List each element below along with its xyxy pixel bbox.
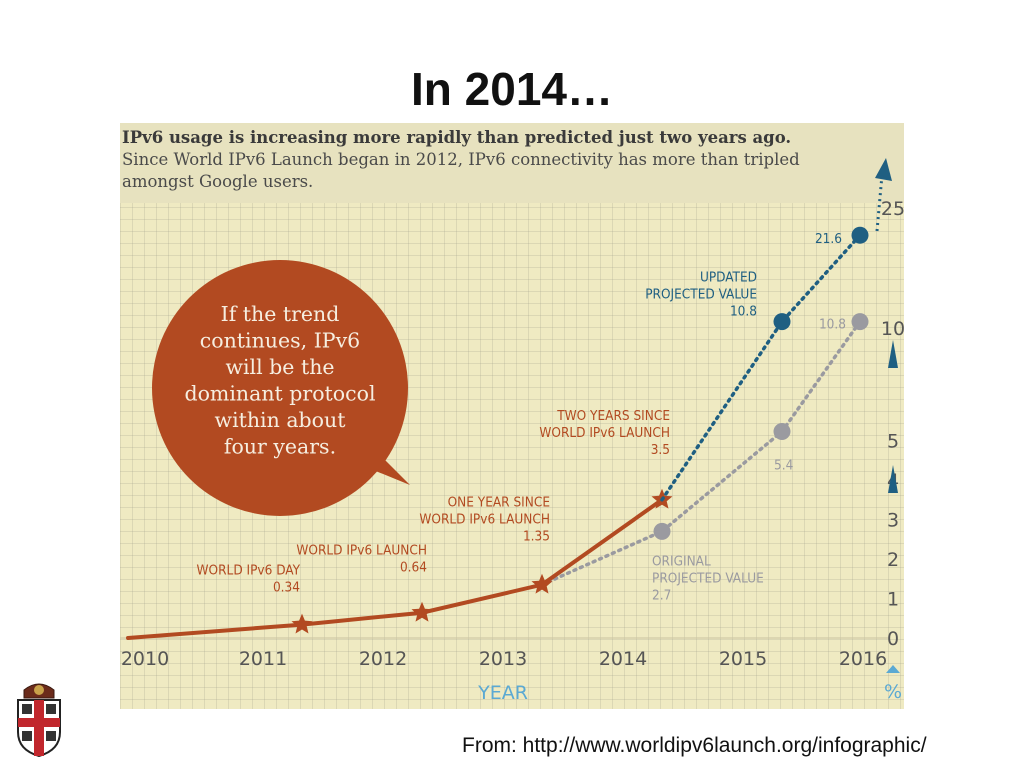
bubble-line: continues, IPv6: [200, 329, 360, 353]
data-label-actual: WORLD IPv6 DAY: [197, 563, 301, 579]
bubble-line: If the trend: [221, 302, 340, 326]
intro-text: IPv6 usage is increasing more rapidly th…: [122, 127, 842, 193]
y-tick-label: 5: [887, 431, 899, 453]
bubble-line: dominant protocol: [184, 382, 375, 406]
intro-rest: Since World IPv6 Launch began in 2012, I…: [122, 150, 800, 191]
data-point-original: [851, 313, 869, 331]
infographic: IPv6 usage is increasing more rapidly th…: [120, 123, 904, 709]
data-point-actual: [531, 573, 553, 594]
slide-title: In 2014…: [411, 63, 613, 115]
bubble-circle: [152, 260, 408, 516]
y-tick-label: 25: [881, 198, 904, 220]
data-label-updated: UPDATED: [700, 270, 757, 286]
data-label-original: 2.7: [652, 587, 671, 603]
data-label-actual: WORLD IPv6 LAUNCH: [296, 543, 427, 559]
data-point-actual: [291, 613, 313, 634]
data-point-updated: [773, 313, 791, 331]
data-label-original: ORIGINAL: [652, 553, 711, 569]
data-label-original: 5.4: [774, 458, 794, 474]
data-label-updated: 10.8: [730, 304, 757, 320]
data-label-actual: ONE YEAR SINCE: [448, 495, 550, 511]
x-tick-label: 2014: [599, 648, 647, 670]
y-tick-label: 0: [887, 628, 899, 650]
x-tick-label: 2012: [359, 648, 407, 670]
data-label-actual: 3.5: [651, 442, 670, 458]
axes: 2010201120122013201420152016YEAR01234510…: [120, 158, 904, 704]
bubble-line: four years.: [224, 435, 336, 459]
y-tick-label: 3: [887, 510, 899, 532]
axis-break-arrow: [886, 665, 900, 673]
data-label-updated: 21.6: [815, 231, 842, 247]
y-axis-label: %: [884, 681, 902, 703]
data-label-actual: WORLD IPv6 LAUNCH: [419, 512, 550, 528]
intro-bold: IPv6 usage is increasing more rapidly th…: [122, 128, 792, 147]
series: [126, 226, 869, 640]
x-tick-label: 2015: [719, 648, 767, 670]
data-label-original: 10.8: [819, 317, 846, 333]
data-label-actual: 1.35: [523, 529, 550, 545]
axis-break-arrow: [888, 340, 898, 368]
header-band: [120, 123, 904, 203]
x-tick-label: 2011: [239, 648, 287, 670]
y-tick-label: 1: [887, 589, 899, 611]
x-tick-label: 2010: [121, 648, 169, 670]
data-label-actual: TWO YEARS SINCE: [556, 408, 670, 424]
trend-arrow-head: [875, 158, 892, 181]
source-citation: From: http://www.worldipv6launch.org/inf…: [462, 734, 927, 757]
bubble-line: within about: [215, 408, 347, 432]
data-point-updated: [851, 226, 869, 244]
data-label-updated: PROJECTED VALUE: [645, 287, 757, 303]
bubble-line: will be the: [225, 355, 334, 379]
series-line-original: [540, 319, 862, 587]
data-label-actual: WORLD IPv6 LAUNCH: [539, 425, 670, 441]
data-point-original: [653, 522, 671, 540]
university-shield-logo: [17, 683, 61, 758]
y-tick-label: 10: [881, 318, 904, 340]
axis-break-arrow: [888, 465, 898, 493]
series-line-updated: [660, 233, 862, 502]
y-tick-label: 2: [887, 549, 899, 571]
x-axis-label: YEAR: [477, 682, 528, 704]
x-tick-label: 2016: [839, 648, 887, 670]
data-label-actual: 0.34: [273, 580, 300, 596]
data-point-original: [773, 423, 791, 440]
data-label-actual: 0.64: [400, 560, 427, 576]
data-label-original: PROJECTED VALUE: [652, 570, 764, 586]
x-tick-label: 2013: [479, 648, 527, 670]
data-point-actual: [411, 601, 433, 622]
